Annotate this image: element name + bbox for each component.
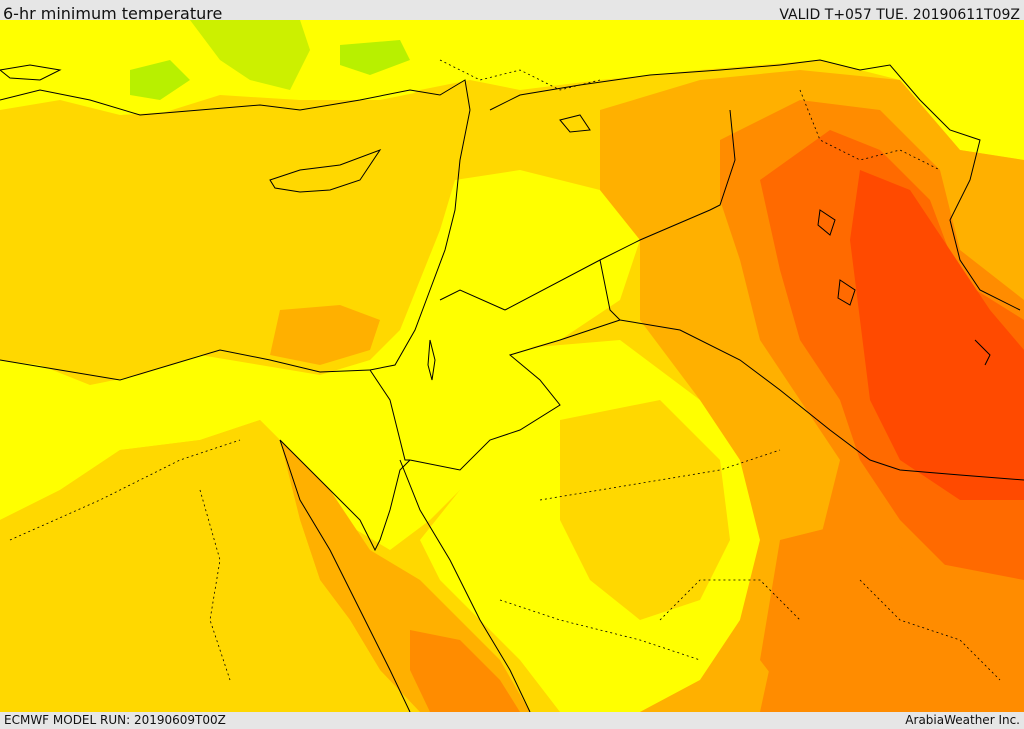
cyprus xyxy=(269,148,382,193)
field-green-3 xyxy=(340,40,410,75)
crete-fragment xyxy=(0,64,62,81)
border-dotted-6 xyxy=(199,489,231,681)
lake-tharthar xyxy=(817,209,836,236)
model-run: ECMWF MODEL RUN: 20190609T00Z xyxy=(4,713,226,727)
border-dotted-5 xyxy=(499,599,701,661)
border-iraq-iran xyxy=(779,59,1021,311)
coast-levant xyxy=(369,109,471,371)
lake-assad xyxy=(559,114,591,133)
border-dotted-2 xyxy=(799,89,941,171)
border-sinai xyxy=(369,369,410,461)
coast-redsea-west xyxy=(279,439,411,712)
map-title: 6-hr minimum temperature xyxy=(3,4,223,23)
border-jordan xyxy=(409,259,621,471)
border-dotted-7 xyxy=(659,579,801,621)
field-gold-arabia xyxy=(560,400,730,620)
temperature-map xyxy=(0,20,1024,712)
field-green-1 xyxy=(190,20,310,90)
admin-borders xyxy=(9,59,1001,681)
coast-redsea-east xyxy=(399,459,531,712)
shatt-al-arab xyxy=(974,339,991,366)
border-syria-turkey xyxy=(489,64,781,111)
coast-egypt xyxy=(0,349,371,381)
field-orange-south xyxy=(760,520,1024,712)
field-gold-egypt xyxy=(0,420,400,712)
lake-razzaza xyxy=(837,279,856,306)
border-iraq-saudi xyxy=(619,319,1024,481)
border-dotted-4 xyxy=(539,449,781,501)
field-redorange-east xyxy=(850,170,1024,500)
credit: ArabiaWeather Inc. xyxy=(905,713,1020,727)
border-jordan-saudi xyxy=(439,289,506,311)
borders xyxy=(0,59,1024,712)
coast-turkey xyxy=(0,79,471,116)
valid-time: VALID T+057 TUE. 20190611T09Z xyxy=(779,7,1020,23)
border-dotted-1 xyxy=(439,59,601,91)
field-sea-amber xyxy=(270,305,380,365)
field-green-2 xyxy=(130,60,190,100)
dead-sea xyxy=(427,339,436,381)
field-amber-redsea xyxy=(280,440,530,712)
field-orange-redsea xyxy=(410,630,520,712)
coast-gulf-suez xyxy=(279,439,411,552)
